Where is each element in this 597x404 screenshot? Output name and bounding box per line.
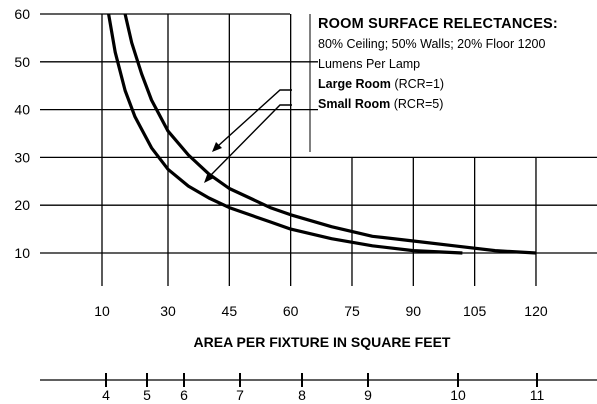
pointer-small-room [209,104,292,177]
y-tick-label-60: 60 [14,6,30,22]
pointer-large-room-arrowhead [212,142,222,152]
x-tick-label-105: 105 [463,303,487,319]
y-tick-labels: 10 20 30 40 50 60 [14,6,30,261]
curves [107,13,537,255]
x-tick-label-10: 10 [94,303,110,319]
secondary-tick-label-10: 10 [450,387,466,403]
series-line-small-room [107,13,463,255]
secondary-axis: 4 5 6 7 8 9 10 11 [40,373,597,403]
y-tick-label-10: 10 [14,245,30,261]
legend-large-room-rcr: (RCR=1) [390,77,445,91]
secondary-tick-label-11: 11 [530,387,545,403]
secondary-tick-label-7: 7 [236,387,244,403]
legend-pointers [204,89,292,183]
legend-line-2: Lumens Per Lamp [318,57,421,71]
y-tick-label-20: 20 [14,197,30,213]
x-axis-title: AREA PER FIXTURE IN SQUARE FEET [194,334,451,350]
pointer-small-room-arrowhead [204,172,214,183]
x-tick-labels: 10 30 45 60 75 90 105 120 [94,303,548,319]
legend-title: ROOM SURFACE RELECTANCES: [318,16,558,32]
pointer-large-room [217,89,292,147]
secondary-tick-label-6: 6 [180,387,188,403]
legend-small-room-rcr: (RCR=5) [390,97,444,111]
legend: ROOM SURFACE RELECTANCES: 80% Ceiling; 5… [318,14,597,114]
legend-small-room: Small Room (RCR=5) [318,94,597,114]
secondary-tick-label-9: 9 [364,387,372,403]
y-tick-label-40: 40 [14,102,30,118]
x-tick-label-120: 120 [524,303,548,319]
x-tick-label-90: 90 [406,303,422,319]
y-tick-label-50: 50 [14,54,30,70]
y-tick-label-30: 30 [14,149,30,165]
legend-line-1: 80% Ceiling; 50% Walls; 20% Floor 1200 [318,37,546,51]
x-tick-label-30: 30 [160,303,176,319]
secondary-tick-label-4: 4 [102,387,110,403]
secondary-tick-label-8: 8 [298,387,306,403]
x-tick-label-75: 75 [344,303,360,319]
x-tick-label-60: 60 [283,303,299,319]
legend-large-room-name: Large Room [318,77,391,91]
secondary-tick-label-5: 5 [143,387,151,403]
legend-large-room: Large Room (RCR=1) [318,74,597,94]
legend-small-room-name: Small Room [318,97,391,111]
x-tick-label-45: 45 [222,303,238,319]
series-line-large-room [123,13,537,255]
